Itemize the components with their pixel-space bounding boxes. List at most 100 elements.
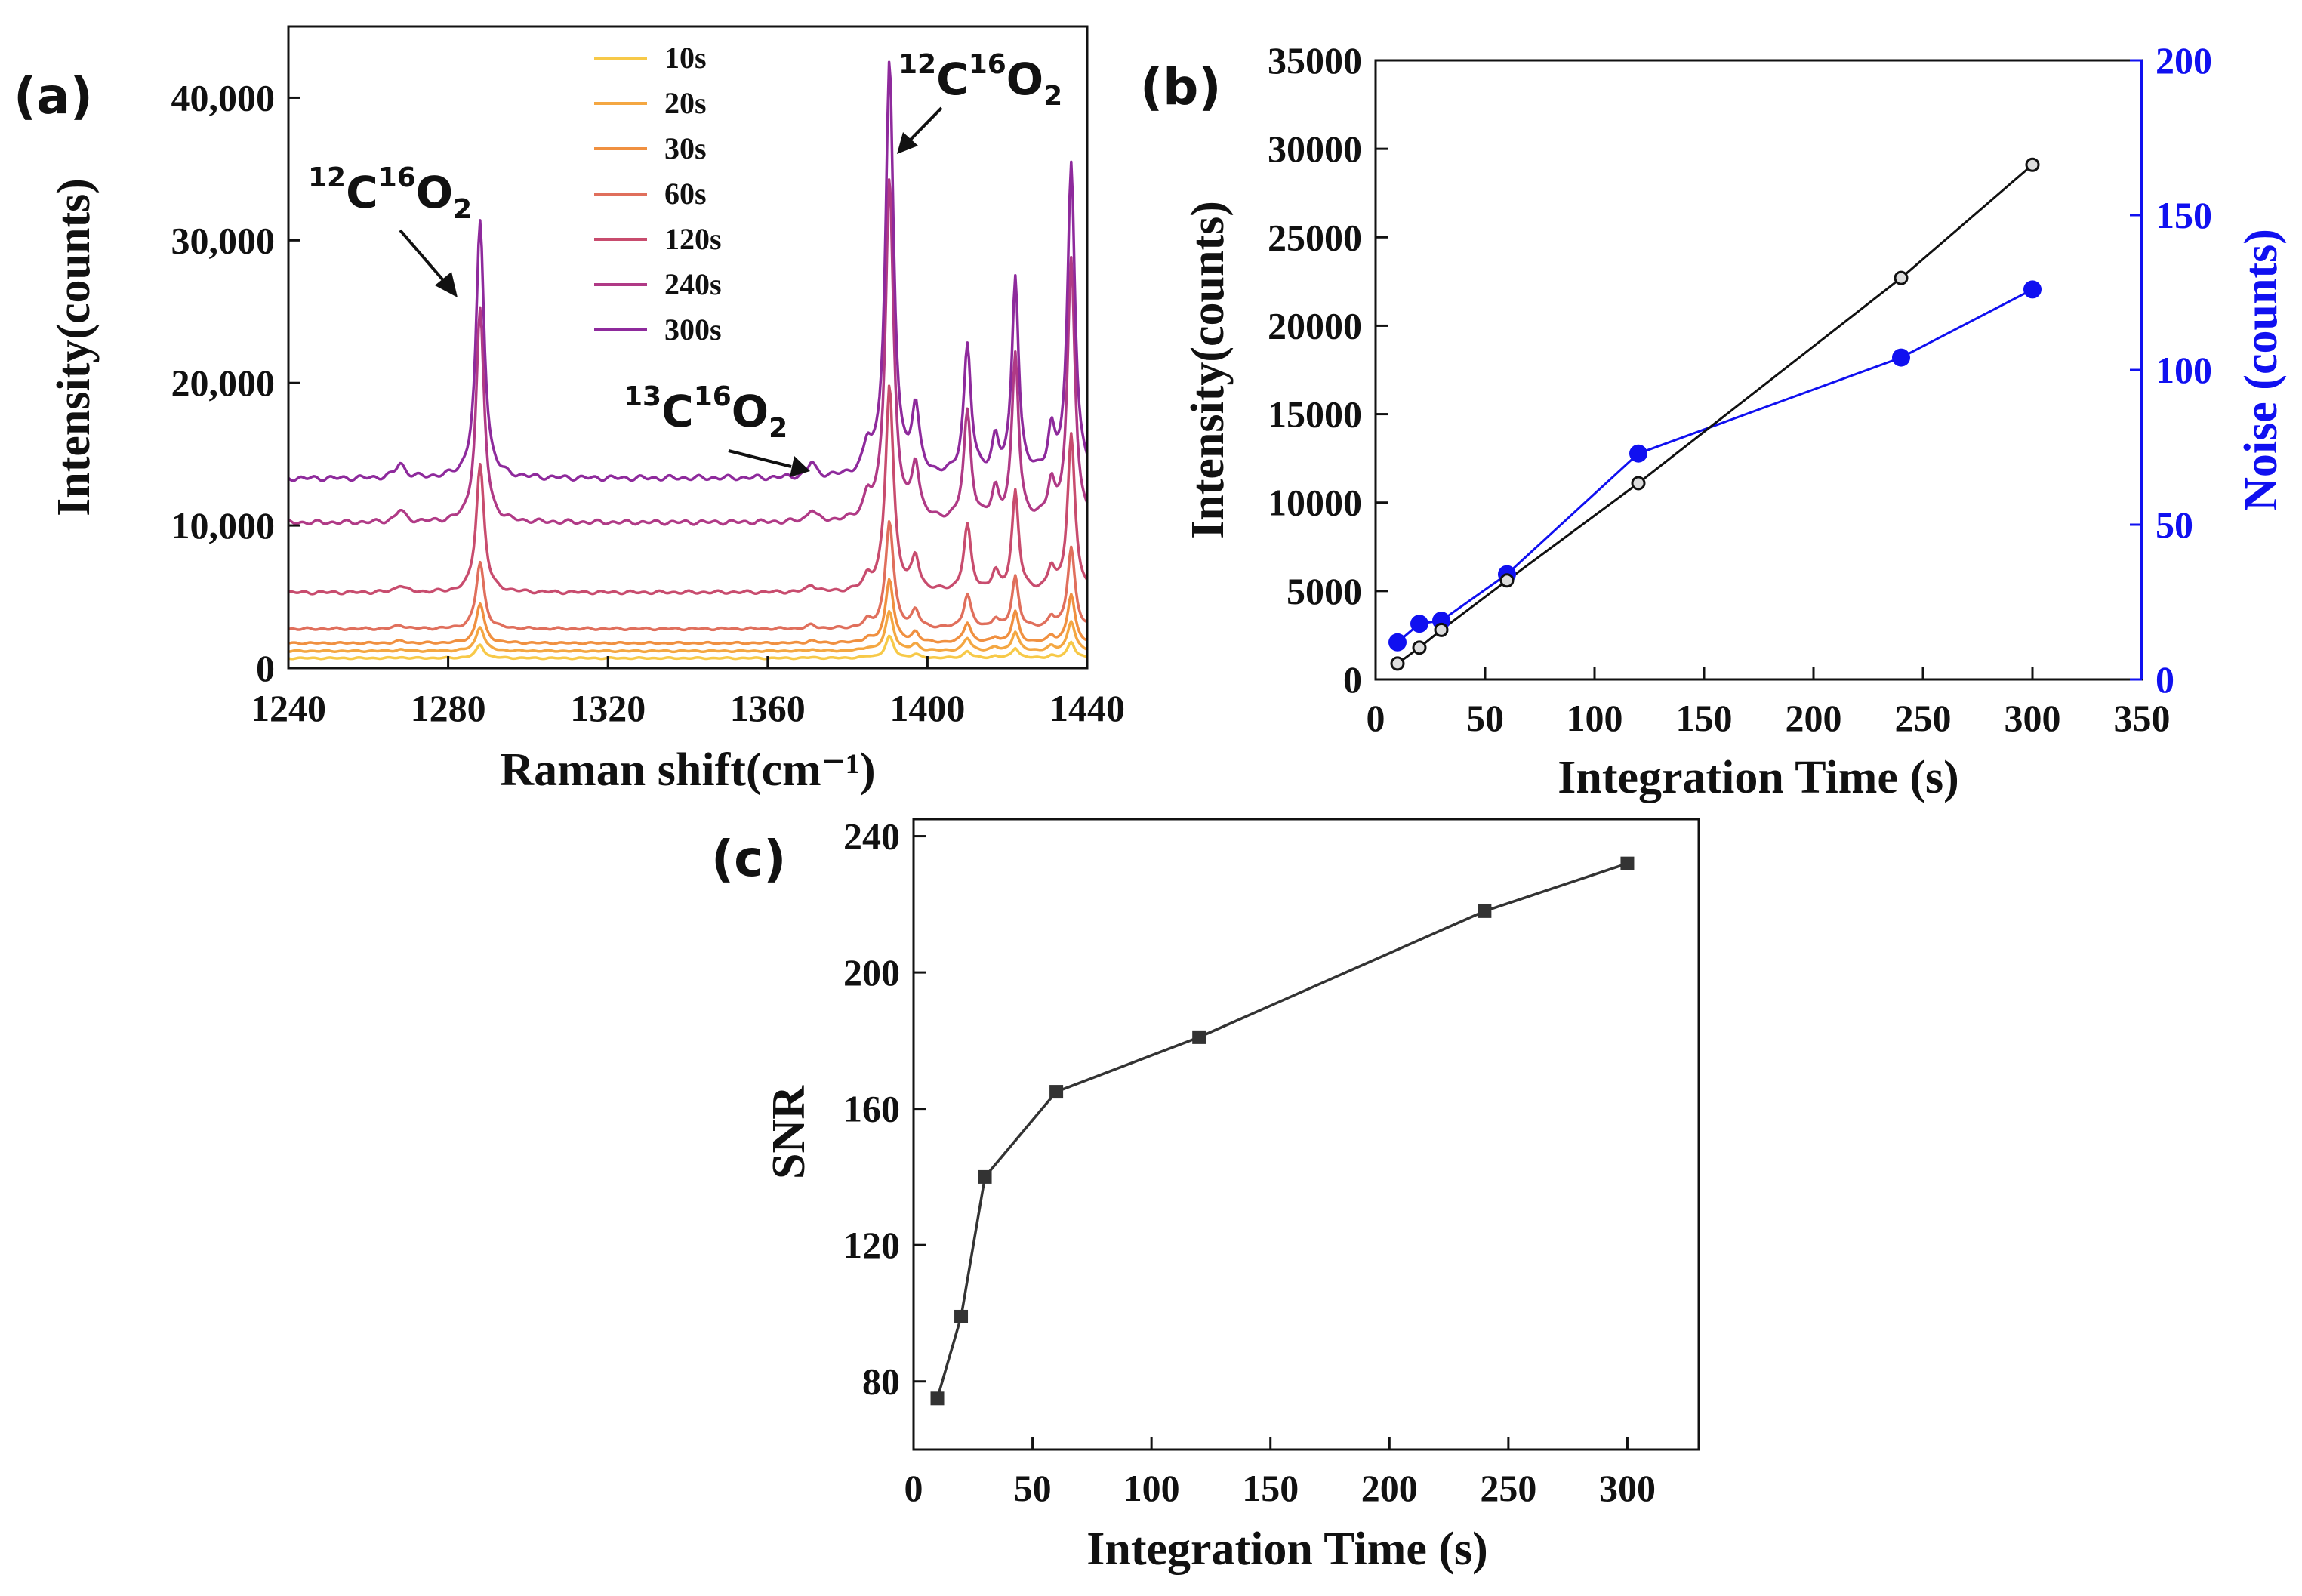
panel-a-x-ticks: 1240 1280 1320 1360 1400 1440 xyxy=(251,656,1125,729)
panel-c-x-label: Integration Time (s) xyxy=(1086,1524,1488,1575)
anno3-sub: 2 xyxy=(1043,81,1062,112)
panel-a-plot-area xyxy=(287,60,1089,661)
c-xtick-label-2: 100 xyxy=(1123,1467,1180,1509)
panel-b-y2-ticks: 0 50 100 150 200 xyxy=(2130,39,2212,701)
panel-a: (a) 1240 1280 1320 1360 1400 1440 0 10,000 20,0… xyxy=(14,25,1125,796)
panel-c: (c) 0 50 100 150 200 250 300 80 120 160 200 240 In… xyxy=(711,815,1700,1575)
anno3-arrow-line xyxy=(907,106,943,143)
b-xtick-label-4: 200 xyxy=(1786,697,1842,739)
b-intensity-point-6 xyxy=(2025,157,2040,172)
a-ytick-label-2: 20,000 xyxy=(171,362,276,404)
a-series-line-300s xyxy=(287,60,1089,482)
b-noise-point-0 xyxy=(1388,633,1407,652)
a-legend-label-60s: 60s xyxy=(664,177,707,211)
c-snr-point-3 xyxy=(1049,1085,1064,1099)
c-xtick-label-3: 150 xyxy=(1242,1467,1299,1509)
svg-text:12C16O2: 12C16O2 xyxy=(308,162,472,225)
a-ytick-label-1: 10,000 xyxy=(171,504,276,547)
svg-text:12C16O2: 12C16O2 xyxy=(898,49,1062,112)
panel-b: (b) 0 50 100 150 200 250 300 350 05000100001500… xyxy=(1140,39,2287,803)
a-series-line-10s xyxy=(288,634,1088,661)
panel-a-frame xyxy=(287,25,1089,670)
panel-a-y-label: Intensity(counts) xyxy=(48,178,100,516)
c-ytick-label-2: 160 xyxy=(843,1088,900,1130)
a-series-line-60s xyxy=(288,519,1088,632)
b-y2tick-label-0: 0 xyxy=(2156,658,2174,701)
anno2-tail: O xyxy=(732,386,769,437)
b-intensity-line xyxy=(1397,164,2033,665)
anno2-arrow-head xyxy=(790,456,810,477)
b-y2tick-label-4: 200 xyxy=(2156,39,2212,82)
anno2-sup1: 13 xyxy=(624,381,661,412)
anno3-sup1: 12 xyxy=(898,49,936,80)
annotation-12c16o2-left: 12C16O2 xyxy=(308,162,472,297)
panel-c-frame xyxy=(912,818,1700,1451)
anno1-tail: O xyxy=(416,167,453,218)
c-ytick-label-3: 200 xyxy=(843,951,900,994)
a-ytick-label-4: 40,000 xyxy=(171,76,276,119)
panel-c-x-ticks: 0 50 100 150 200 250 300 xyxy=(904,1437,1656,1509)
a-xtick-label-3: 1360 xyxy=(730,687,806,729)
b-ytick-label-4: 20000 xyxy=(1268,304,1362,347)
a-series-line-120s xyxy=(288,384,1089,596)
panel-c-y-label: SNR xyxy=(763,1085,815,1179)
panel-c-y-ticks: 80 120 160 200 240 xyxy=(843,815,926,1403)
b-ytick-label-3: 15000 xyxy=(1268,393,1362,436)
b-noise-point-4 xyxy=(1629,444,1647,463)
c-ytick-label-0: 80 xyxy=(862,1360,900,1403)
b-xtick-label-7: 350 xyxy=(2114,697,2171,739)
anno1-arrow-head xyxy=(435,272,458,297)
b-intensity-point-0 xyxy=(1390,656,1405,671)
b-intensity-point-5 xyxy=(1894,270,1909,285)
anno2-sup2: 16 xyxy=(694,381,732,412)
a-legend-label-120s: 120s xyxy=(664,222,722,256)
a-legend-label-300s: 300s xyxy=(664,313,722,347)
panel-c-label: (c) xyxy=(711,830,786,888)
panel-b-plot-area xyxy=(1388,157,2042,671)
b-noise-line xyxy=(1397,288,2033,643)
b-ytick-label-2: 10000 xyxy=(1268,482,1362,524)
a-xtick-label-1: 1280 xyxy=(411,687,486,729)
a-xtick-label-2: 1320 xyxy=(570,687,646,729)
b-ytick-label-6: 30000 xyxy=(1268,128,1362,170)
b-xtick-label-5: 250 xyxy=(1895,697,1952,739)
a-ytick-label-0: 0 xyxy=(256,647,275,689)
c-ytick-label-4: 240 xyxy=(843,815,900,858)
b-noise-point-1 xyxy=(1410,615,1428,633)
annotation-13c16o2: 13C16O2 xyxy=(624,381,810,477)
a-xtick-label-5: 1440 xyxy=(1049,687,1125,729)
anno1-sup1: 12 xyxy=(308,162,346,193)
c-snr-line xyxy=(935,862,1629,1399)
a-legend-label-20s: 20s xyxy=(664,86,707,120)
panel-b-label: (b) xyxy=(1140,58,1222,116)
b-xtick-label-2: 100 xyxy=(1567,697,1623,739)
b-ytick-label-1: 5000 xyxy=(1287,570,1362,612)
panel-b-y-ticks: 0 5000 10000 15000 20000 25000 30000 35000 xyxy=(1268,39,1388,701)
anno1-main: C xyxy=(346,167,378,218)
anno3-tail: O xyxy=(1006,54,1043,105)
c-xtick-label-1: 50 xyxy=(1014,1467,1052,1509)
anno1-sub: 2 xyxy=(453,194,472,225)
a-ytick-label-3: 30,000 xyxy=(171,219,276,261)
a-xtick-label-0: 1240 xyxy=(251,687,326,729)
panel-c-plot-area xyxy=(930,856,1635,1406)
c-snr-point-6 xyxy=(1620,856,1635,870)
c-ytick-label-1: 120 xyxy=(843,1224,900,1266)
b-xtick-label-3: 150 xyxy=(1676,697,1733,739)
b-ytick-label-5: 25000 xyxy=(1268,216,1362,258)
b-intensity-point-1 xyxy=(1412,640,1427,655)
b-xtick-label-1: 50 xyxy=(1466,697,1504,739)
panel-b-x-label: Integration Time (s) xyxy=(1558,752,1959,803)
anno3-main: C xyxy=(936,54,969,105)
c-xtick-label-5: 250 xyxy=(1480,1467,1536,1509)
c-snr-point-5 xyxy=(1478,904,1492,918)
c-snr-point-0 xyxy=(930,1391,945,1406)
a-series-line-30s xyxy=(288,578,1088,645)
anno1-sup2: 16 xyxy=(378,162,416,193)
b-noise-point-6 xyxy=(2023,280,2042,299)
anno3-arrow-head xyxy=(897,132,918,154)
panel-a-x-label: Raman shift(cm⁻¹) xyxy=(500,744,875,796)
a-legend-label-240s: 240s xyxy=(664,267,722,301)
b-intensity-point-2 xyxy=(1434,622,1449,637)
